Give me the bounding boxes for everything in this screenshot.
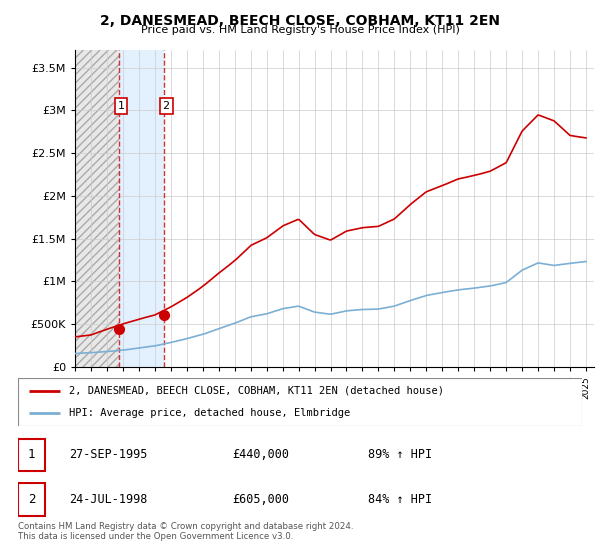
Bar bbox=[18, 438, 45, 472]
Text: Price paid vs. HM Land Registry's House Price Index (HPI): Price paid vs. HM Land Registry's House … bbox=[140, 25, 460, 35]
Bar bbox=[119, 50, 164, 367]
Text: £440,000: £440,000 bbox=[232, 449, 289, 461]
Text: 24-JUL-1998: 24-JUL-1998 bbox=[69, 493, 147, 506]
Bar bbox=[18, 483, 45, 516]
Text: Contains HM Land Registry data © Crown copyright and database right 2024.
This d: Contains HM Land Registry data © Crown c… bbox=[18, 522, 353, 542]
Text: £605,000: £605,000 bbox=[232, 493, 289, 506]
Text: 27-SEP-1995: 27-SEP-1995 bbox=[69, 449, 147, 461]
Bar bbox=[75, 50, 119, 367]
Text: 84% ↑ HPI: 84% ↑ HPI bbox=[368, 493, 432, 506]
Text: 1: 1 bbox=[28, 449, 35, 461]
Text: 2: 2 bbox=[28, 493, 35, 506]
Text: 2, DANESMEAD, BEECH CLOSE, COBHAM, KT11 2EN: 2, DANESMEAD, BEECH CLOSE, COBHAM, KT11 … bbox=[100, 14, 500, 28]
Text: HPI: Average price, detached house, Elmbridge: HPI: Average price, detached house, Elmb… bbox=[69, 408, 350, 418]
Text: 2, DANESMEAD, BEECH CLOSE, COBHAM, KT11 2EN (detached house): 2, DANESMEAD, BEECH CLOSE, COBHAM, KT11 … bbox=[69, 386, 444, 396]
Text: 2: 2 bbox=[163, 101, 170, 111]
Text: 1: 1 bbox=[118, 101, 125, 111]
Text: 89% ↑ HPI: 89% ↑ HPI bbox=[368, 449, 432, 461]
